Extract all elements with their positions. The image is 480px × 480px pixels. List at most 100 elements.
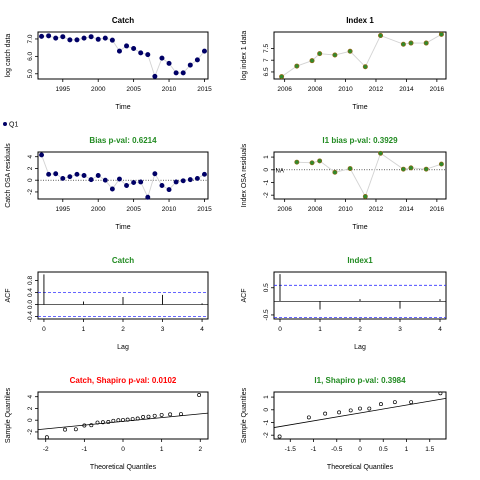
y-axis-label: Catch OSA residuals [5,143,12,208]
data-point [152,171,158,177]
plot-frame [273,151,447,200]
data-point [173,70,179,76]
data-point [392,400,397,405]
series-line [41,154,205,199]
data-point [166,187,172,193]
data-point [317,158,323,164]
data-point [332,52,338,58]
chart-title: Catch [112,256,134,265]
y-axis-label: log index 1 data [241,31,248,81]
data-point [60,34,66,40]
data-point [106,420,111,424]
data-point [117,176,122,182]
x-tick-label: 3 [161,326,165,333]
data-point [362,64,368,70]
data-point [116,418,121,423]
x-tick-label: 2010 [338,206,353,213]
data-point [39,152,44,158]
y-axis-label: log catch data [5,34,12,78]
y-axis-label: Sample Quantiles [5,387,12,443]
x-tick-label: 2 [198,446,202,453]
data-point [194,175,200,181]
y-axis-label: ACF [241,289,248,303]
data-point [187,177,193,183]
data-point [74,37,80,43]
x-tick-label: 1.5 [425,446,434,453]
x-axis-label: Lag [354,344,366,351]
x-tick-label: 2012 [369,206,384,213]
x-tick-label: 2006 [277,86,292,93]
data-point [46,33,52,39]
data-point [46,171,52,177]
data-point [323,411,328,416]
data-point [53,35,59,41]
x-tick-label: 2005 [126,86,141,93]
data-point [88,177,94,183]
x-tick-label: 1 [405,446,409,453]
x-tick-label: 2010 [162,206,177,213]
panel-index1-acf: Index1 0 1 2 3 4 -0.5 0.5 Lag ACF [241,256,447,351]
x-axis-label: Time [352,104,367,111]
y-tick-label: 0 [27,418,34,422]
y-tick-label: 0.8 [27,276,34,285]
data-point [347,166,353,171]
y-tick-label: -1 [263,419,270,425]
data-point [67,174,73,180]
x-tick-label: 2010 [338,86,353,93]
y-tick-label: 0.5 [263,283,270,292]
x-tick-label: 0 [121,446,125,453]
data-point [438,31,444,37]
y-tick-label: -2 [263,432,270,438]
y-tick-label: -2 [263,192,270,198]
data-point [67,37,73,43]
plot-frame [37,151,209,200]
data-point [294,63,300,69]
panel-index1-series: Index 1 2006 2008 2010 2012 2014 2016 6.5 7 7.5 Ti… [241,16,447,111]
x-tick-label: 2000 [91,206,106,213]
data-point [116,48,122,54]
x-axis-label: Time [115,104,130,111]
data-point [438,161,444,167]
legend-label: Q1 [9,122,18,129]
data-point [408,40,414,46]
data-point [121,417,125,422]
data-point [152,73,158,79]
data-point [124,43,130,49]
data-point [159,412,164,417]
y-tick-label: 6.5 [263,67,270,76]
plot-frame [273,31,447,80]
data-point [95,173,101,178]
data-point [159,183,165,188]
x-tick-label: 2015 [197,206,212,213]
plot-frame [273,271,447,320]
x-tick-label: 0 [358,446,362,453]
chart-title: Catch [112,16,134,25]
data-point [277,434,282,439]
x-tick-label: 4 [438,326,442,333]
data-point [367,406,372,411]
data-point [306,415,311,420]
data-point [89,423,94,428]
data-point [197,392,202,397]
data-point [309,160,315,166]
data-point [138,50,144,56]
x-tick-label: 1 [82,326,86,333]
data-point [180,178,186,184]
data-point [135,416,140,421]
x-tick-label: 2005 [126,206,141,213]
data-point [81,35,87,41]
data-point [82,423,87,428]
panel-index1-residuals: I1 bias p-val: 0.3929 2006 2008 2010 2012 201… [241,136,447,231]
x-tick-label: -1.5 [285,446,297,453]
data-point [358,406,362,411]
data-point [138,179,144,185]
chart-title: I1, Shapiro p-val: 0.3984 [314,376,406,385]
y-tick-label: 5.0 [27,69,34,78]
data-point [44,435,49,440]
x-axis-label: Theoretical Quantiles [327,464,394,471]
data-point [378,402,383,407]
x-tick-label: 1 [318,326,322,333]
x-tick-label: 0 [42,326,46,333]
plot-frame [37,271,209,320]
panel-catch-acf: Catch 0 1 2 3 4 -0.4 0.0 0.4 0.8 Lag ACF [5,256,209,351]
